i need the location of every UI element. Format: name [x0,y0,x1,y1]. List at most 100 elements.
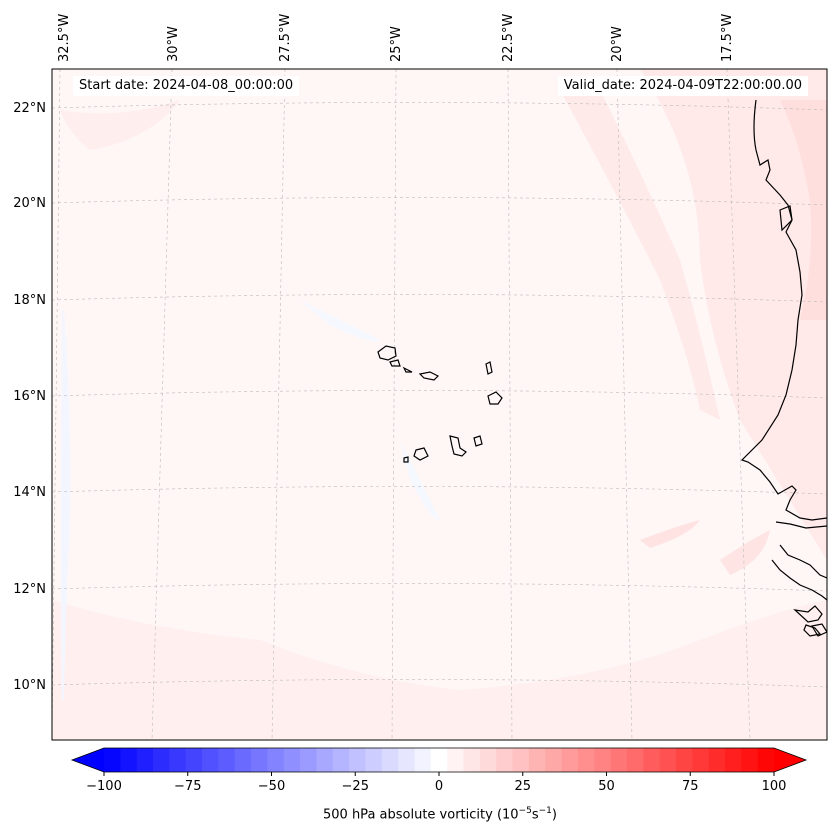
graticule [52,69,827,740]
island-sal [485,361,493,375]
bijagos-island [793,605,823,623]
colorbar-segment [430,748,448,772]
lon-label: 25°W [389,26,404,62]
parallel-14N [52,486,827,495]
gambia-river-coast [775,521,827,529]
parallel-18N [52,294,827,303]
colorbar-segment [332,748,350,772]
colorbar-segment [202,748,219,772]
lon-label: 22.5°W [501,14,516,62]
guinea-bissau-coast [771,559,827,601]
colorbar-segment [496,748,514,772]
meridian-30W [151,69,173,740]
colorbar-segment [675,748,693,772]
vorticity-patch-nw [60,100,180,150]
colorbar-segment [561,748,579,772]
colorbar-segment [463,748,481,772]
valid-date-label: Valid_date: 2024-04-09T22:00:00.00 [557,76,808,96]
lat-label: 18°N [13,293,46,308]
colorbar-tick-label: 25 [514,779,531,794]
colorbar-title-unit: s [531,807,539,823]
colorbar-segment [724,748,742,772]
lat-label: 16°N [13,389,46,404]
colorbar-segment [300,748,318,772]
colorbar-segment [545,748,563,772]
colorbar-extend-max-arrow [774,748,806,772]
colorbar: −100 −75 −50 −25 0 25 50 75 100 [70,747,808,794]
latitude-labels: 22°N 20°N 18°N 16°N 14°N 12°N 10°N [13,101,46,693]
island-boa-vista [487,391,503,405]
bijagos-island [811,623,827,637]
colorbar-segment [153,748,170,772]
lat-label: 12°N [13,582,46,597]
colorbar-segment [414,748,432,772]
colorbar-segment [643,748,661,772]
colorbar-segment [577,748,595,772]
island-santa-luzia [402,366,413,373]
colorbar-segment [528,748,546,772]
colorbar-segment [251,748,269,772]
african-coastline [740,99,827,521]
start-date-label: Start date: 2024-04-08_00:00:00 [73,76,300,96]
colorbar-segment [626,748,644,772]
island-fogo [413,447,429,461]
colorbar-segment [365,748,383,772]
colorbar-title-exponent: −1 [538,806,552,816]
colorbar-segment [185,748,203,772]
colorbar-segment [120,748,138,772]
casamance-coast [779,544,827,579]
colorbar-segment [512,748,530,772]
banc-arguin-island [779,205,793,232]
lon-label: 32.5°W [57,14,72,62]
colorbar-title-close: ) [551,807,557,823]
colorbar-tick-label: 0 [435,779,443,794]
colorbar-segment [104,748,121,772]
vorticity-patch [720,530,770,575]
island-sao-nicolau [418,371,440,381]
colorbar-title-exponent: −5 [518,806,532,816]
colorbar-segment [610,748,628,772]
colorbar-extend-min-arrow [72,748,104,772]
lat-label: 22°N [13,101,46,116]
vorticity-patch [640,520,700,548]
vorticity-streak [560,90,720,420]
colorbar-tick-label: −25 [342,779,369,794]
lat-label: 10°N [13,678,46,693]
meridian-32.5W [52,69,61,740]
parallel-10N [52,679,827,688]
island-sao-vicente [389,359,401,367]
vorticity-band-south [52,600,827,740]
colorbar-title: 500 hPa absolute vorticity (10−5s−1) [0,806,837,822]
vorticity-field [52,69,827,740]
lon-label: 27.5°W [278,14,293,62]
map-frame [51,68,828,741]
meridian-17.5W [726,69,751,740]
colorbar-segment [659,748,677,772]
island-santo-antao [377,345,397,361]
meridian-20W [616,69,633,740]
colorbar-segment [741,748,759,772]
colorbar-segment [447,748,465,772]
vorticity-maximum [780,100,827,320]
island-brava [403,456,409,463]
colorbar-tick-label: −75 [174,779,201,794]
lat-label: 14°N [13,485,46,500]
meridian-25W [391,69,397,740]
colorbar-segment [169,748,187,772]
colorbar-title-text: 500 hPa absolute vorticity (10 [323,807,519,823]
parallel-22N [52,102,827,111]
lat-label: 20°N [13,196,46,211]
colorbar-segment [594,748,612,772]
parallel-12N [52,583,827,592]
longitude-labels: 32.5°W 30°W 27.5°W 25°W 22.5°W 20°W 17.5… [57,14,735,62]
vorticity-band-east [470,69,827,560]
colorbar-segment [234,748,252,772]
lon-label: 20°W [610,26,625,62]
colorbar-tick-label: −100 [86,779,122,794]
lon-label: 30°W [166,26,181,62]
colorbar-segment [398,748,416,772]
colorbar-segment [267,748,285,772]
colorbar-tick-label: 50 [598,779,615,794]
colorbar-segment [218,748,236,772]
